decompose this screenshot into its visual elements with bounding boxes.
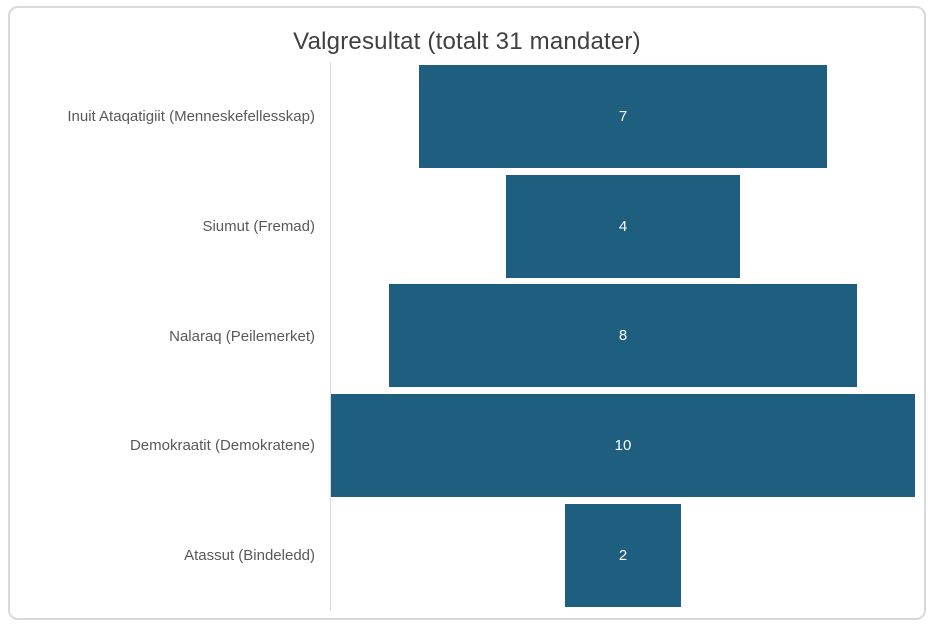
funnel-row: Atassut (Bindeledd) 2: [0, 501, 936, 611]
funnel-bar: 10: [331, 394, 915, 498]
funnel-row: Inuit Ataqatigiit (Menneskefellesskap) 7: [0, 62, 936, 172]
category-label: Nalaraq (Peilemerket): [169, 327, 315, 345]
funnel-bar: 8: [389, 284, 857, 388]
funnel-bar: 2: [564, 503, 682, 607]
bar-value-label: 10: [614, 437, 632, 455]
chart-title: Valgresultat (totalt 31 mandater): [293, 28, 641, 55]
category-label: Demokraatit (Demokratene): [129, 437, 315, 455]
bar-value-label: 8: [618, 327, 628, 345]
bar-value-label: 7: [618, 108, 628, 125]
category-label: Siumut (Fremad): [202, 218, 315, 236]
plot-area: Inuit Ataqatigiit (Menneskefellesskap) 7…: [0, 62, 936, 611]
category-label: Atassut (Bindeledd): [184, 547, 315, 565]
category-label: Inuit Ataqatigiit (Menneskefellesskap): [67, 108, 315, 126]
funnel-bar: 7: [418, 65, 828, 168]
funnel-row: Demokraatit (Demokratene) 10: [0, 391, 936, 501]
bar-value-label: 2: [618, 546, 628, 564]
category-axis-line: [330, 62, 331, 611]
bar-value-label: 4: [618, 217, 628, 235]
funnel-row: Siumut (Fremad) 4: [0, 172, 936, 282]
funnel-row: Nalaraq (Peilemerket) 8: [0, 281, 936, 391]
funnel-bar: 4: [506, 174, 740, 278]
